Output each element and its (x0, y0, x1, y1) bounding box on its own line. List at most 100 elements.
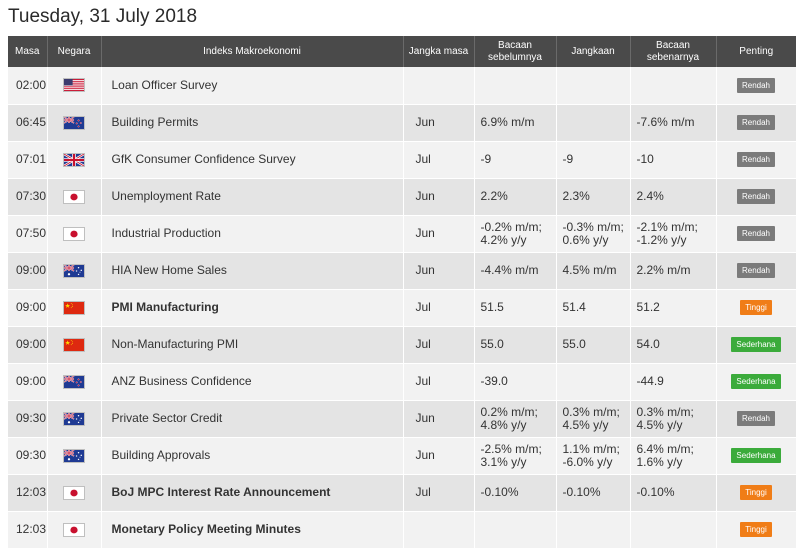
cell-previous-line1: -39.0 (480, 374, 508, 388)
cell-actual-line1: -7.6% m/m (636, 115, 695, 129)
economic-calendar-table: Masa Negara Indeks Makroekonomi Jangka m… (8, 36, 797, 549)
cell-time: 07:01 (8, 141, 48, 179)
nz-flag-icon (63, 115, 85, 130)
cell-period: Jul (403, 141, 475, 179)
cell-previous: -4.4% m/m (474, 252, 557, 290)
cell-country (47, 326, 102, 364)
table-row[interactable]: 12:03 Monetary Policy Meeting Minutes Ting… (8, 511, 797, 549)
cell-importance: Tinggi (716, 474, 797, 512)
cell-previous: 6.9% m/m (474, 104, 557, 142)
cell-actual-line1: -0.10% (636, 485, 675, 499)
jp-flag-icon (63, 522, 85, 537)
cell-actual-line1: 51.2 (636, 300, 660, 314)
cell-actual-line2: 1.6% y/y (636, 454, 683, 469)
cell-importance: Sederhana (716, 363, 797, 401)
cell-forecast (556, 104, 631, 142)
cell-period: Jul (403, 474, 475, 512)
header-actual-line2: sebenarnya (646, 51, 700, 63)
cell-importance: Rendah (716, 178, 797, 216)
table-row[interactable]: 09:00 HIA New Home Sales Jun -4.4% m/m 4.5% … (8, 252, 797, 290)
importance-badge: Sederhana (731, 448, 781, 463)
cell-previous: -39.0 (474, 363, 557, 401)
cell-previous-line1: 0.2% m/m; (480, 404, 538, 419)
table-row[interactable]: 07:50 Industrial Production Jun -0.2% m/m; 4… (8, 215, 797, 253)
cell-forecast: -0.3% m/m; 0.6% y/y (556, 215, 631, 253)
cell-country (47, 252, 102, 290)
cell-period: Jul (403, 326, 475, 364)
cell-previous-line1: -2.5% m/m; (480, 441, 542, 456)
header-actual-line1: Bacaan (656, 39, 690, 51)
cell-period (403, 67, 475, 105)
cell-indicator-name: HIA New Home Sales (101, 252, 404, 290)
cell-forecast (556, 67, 631, 105)
cell-time: 07:50 (8, 215, 48, 253)
cell-importance: Rendah (716, 141, 797, 179)
cell-importance: Sederhana (716, 326, 797, 364)
cell-period: Jun (403, 215, 475, 253)
cell-country (47, 511, 102, 549)
importance-badge: Rendah (736, 115, 776, 130)
table-row[interactable]: 09:30 Building Approvals Jun -2.5% m/m; 3.1%… (8, 437, 797, 475)
table-row[interactable]: 09:00 Non-Manufacturing PMI Jul 55.0 55.0 54.… (8, 326, 797, 364)
cell-previous-line1: 51.5 (480, 300, 504, 314)
uk-flag-icon (63, 152, 85, 167)
table-row[interactable]: 12:03 BoJ MPC Interest Rate Announcement J… (8, 474, 797, 512)
us-flag-icon (63, 78, 85, 93)
table-row[interactable]: 07:30 Unemployment Rate Jun 2.2% 2.3% 2.4% Ren… (8, 178, 797, 216)
table-row[interactable]: 09:00 ANZ Business Confidence Jul -39.0 -44.… (8, 363, 797, 401)
cell-previous: -0.2% m/m; 4.2% y/y (474, 215, 557, 253)
cell-actual-line2: 4.5% y/y (636, 417, 683, 432)
cell-indicator-name: GfK Consumer Confidence Survey (101, 141, 404, 179)
jp-flag-icon (63, 226, 85, 241)
cell-country (47, 141, 102, 179)
cell-previous: -0.10% (474, 474, 557, 512)
cell-time: 09:00 (8, 289, 48, 327)
importance-badge: Rendah (736, 263, 776, 278)
table-row[interactable]: 09:30 Private Sector Credit Jun 0.2% m/m; 4.… (8, 400, 797, 438)
cell-actual: -7.6% m/m (630, 104, 717, 142)
cell-indicator-name: Non-Manufacturing PMI (101, 326, 404, 364)
cell-actual (630, 511, 717, 549)
cell-actual-line2: -1.2% y/y (636, 232, 687, 247)
importance-badge: Tinggi (740, 300, 772, 315)
cell-time: 09:30 (8, 400, 48, 438)
importance-badge: Tinggi (740, 485, 772, 500)
cell-forecast: -9 (556, 141, 631, 179)
cell-importance: Tinggi (716, 289, 797, 327)
cell-forecast-line2: 0.6% y/y (562, 232, 609, 247)
page-title: Tuesday, 31 July 2018 (8, 6, 198, 27)
jp-flag-icon (63, 485, 85, 500)
cell-previous-line1: -0.2% m/m; (480, 219, 542, 234)
table-header-row: Masa Negara Indeks Makroekonomi Jangka m… (8, 36, 796, 67)
cell-actual: 2.4% (630, 178, 717, 216)
cell-previous: 51.5 (474, 289, 557, 327)
cell-importance: Tinggi (716, 511, 797, 549)
cell-forecast-line1: -0.10% (562, 485, 601, 499)
importance-badge: Rendah (736, 152, 776, 167)
cn-flag-icon (63, 300, 85, 315)
cell-actual: -10 (630, 141, 717, 179)
importance-badge: Rendah (736, 77, 776, 93)
cell-actual-line1: 6.4% m/m; (636, 441, 694, 456)
cell-forecast-line1: 0.3% m/m; (562, 404, 620, 419)
cell-indicator-name: Unemployment Rate (101, 178, 404, 216)
jp-flag-icon (63, 189, 85, 204)
au-flag-icon (63, 263, 85, 278)
header-period: Jangka masa (403, 36, 475, 67)
cell-time: 09:30 (8, 437, 48, 475)
table-row[interactable]: 09:00 PMI Manufacturing Jul 51.5 51.4 51.2 Tin… (8, 289, 797, 327)
cell-country (47, 363, 102, 401)
cell-indicator-name: Monetary Policy Meeting Minutes (101, 511, 404, 549)
cell-period: Jun (403, 437, 475, 475)
table-row[interactable]: 06:45 Building Permits Jun 6.9% m/m -7.6% m/… (8, 104, 797, 142)
cell-forecast: 0.3% m/m; 4.5% y/y (556, 400, 631, 438)
table-row[interactable]: 07:01 GfK Consumer Confidence Survey Jul -9… (8, 141, 797, 179)
cell-forecast: 55.0 (556, 326, 631, 364)
cell-indicator-name: Building Permits (101, 104, 404, 142)
cell-forecast: 51.4 (556, 289, 631, 327)
cell-forecast: 1.1% m/m; -6.0% y/y (556, 437, 631, 475)
header-previous-line1: Bacaan (498, 39, 532, 51)
cell-forecast-line1: 51.4 (562, 300, 586, 314)
cell-period: Jun (403, 178, 475, 216)
table-row[interactable]: 02:00 Loan Officer Survey Rendah (8, 67, 797, 105)
